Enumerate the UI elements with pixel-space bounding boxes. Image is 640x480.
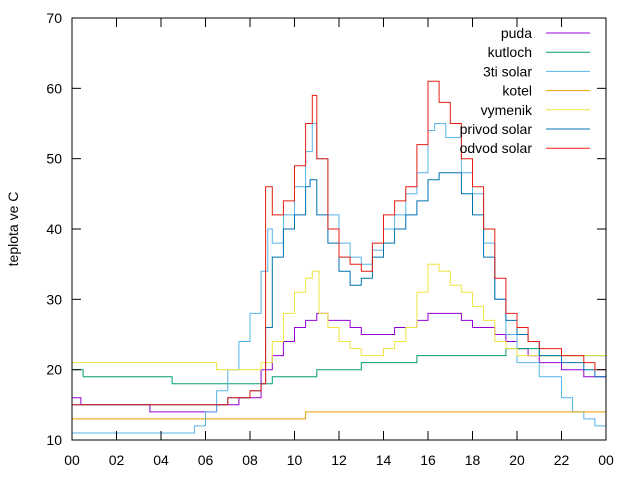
legend: puda kutloch 3ti solar kotel vymenik privod s… (460, 25, 590, 156)
series-line-odvod-solar (72, 80, 607, 406)
legend-label: vymenik (481, 102, 533, 118)
y-axis-title: teplota ve C (5, 192, 21, 267)
legend-label: kutloch (488, 44, 532, 60)
x-tick-label: 16 (420, 452, 436, 468)
y-axis-ticks: 10 20 30 40 50 60 70 (46, 10, 606, 448)
x-tick-label: 18 (465, 452, 481, 468)
x-tick-label: 14 (376, 452, 392, 468)
x-tick-label: 10 (287, 452, 303, 468)
y-tick-label: 30 (46, 291, 62, 307)
x-tick-label: 12 (331, 452, 347, 468)
x-tick-label: 20 (509, 452, 525, 468)
legend-label: 3ti solar (483, 63, 532, 79)
x-tick-label: 00 (64, 452, 80, 468)
series-line-kutloch (72, 348, 606, 385)
x-tick-label: 04 (153, 452, 169, 468)
x-axis-ticks: 00 02 04 06 08 10 12 14 16 18 20 22 00 (64, 18, 614, 468)
x-tick-label: 08 (242, 452, 258, 468)
legend-label: kotel (502, 83, 532, 99)
x-tick-label: 06 (198, 452, 214, 468)
series-layer (72, 80, 607, 434)
series-line-vymenik (72, 263, 606, 371)
x-tick-label: 22 (554, 452, 570, 468)
y-tick-label: 60 (46, 80, 62, 96)
series-line-3ti-solar (72, 123, 607, 434)
legend-label: privod solar (460, 121, 533, 137)
x-tick-label: 02 (109, 452, 125, 468)
y-tick-label: 40 (46, 221, 62, 237)
series-line-puda (72, 312, 607, 413)
legend-label: puda (501, 25, 532, 41)
series-line-kotel (72, 411, 606, 420)
legend-label: odvod solar (460, 140, 533, 156)
y-tick-label: 20 (46, 362, 62, 378)
y-tick-label: 50 (46, 151, 62, 167)
y-tick-label: 10 (46, 432, 62, 448)
y-tick-label: 70 (46, 10, 62, 26)
x-tick-label: 00 (598, 452, 614, 468)
